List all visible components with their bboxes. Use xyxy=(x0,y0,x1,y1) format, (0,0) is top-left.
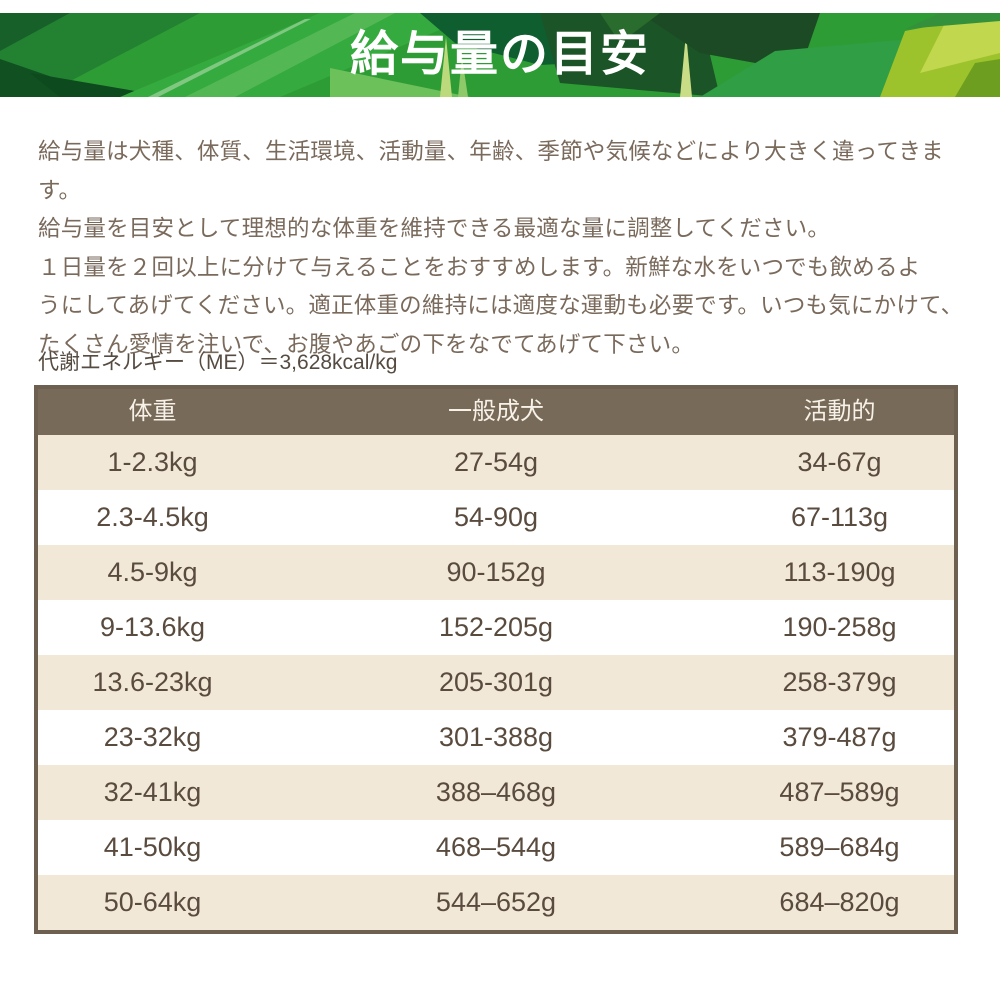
weight-cell: 23-32kg xyxy=(103,722,202,752)
column-header-adult-dog: 一般成犬 xyxy=(448,398,544,425)
active-amount-cell: 190-258g xyxy=(782,612,897,642)
column-header-weight: 体重 xyxy=(128,398,177,425)
adult-amount-cell: 90-152g xyxy=(446,557,546,587)
table-row: 41-50kg 468–544g 589–684g xyxy=(38,820,954,875)
weight-cell: 2.3-4.5kg xyxy=(96,502,209,532)
adult-amount-cell: 205-301g xyxy=(438,667,554,697)
adult-amount-cell: 301-388g xyxy=(438,722,554,752)
intro-line: 給与量は犬種、体質、生活環境、活動量、年齢、季節や気候などにより大きく違ってきま… xyxy=(38,139,944,203)
adult-amount-cell: 388–468g xyxy=(435,777,557,807)
leaf-collage-background-image xyxy=(0,13,1000,97)
header-banner: 給与量の目安 xyxy=(0,13,1000,97)
table-row: 4.5-9kg 90-152g 113-190g xyxy=(38,545,954,600)
weight-cell: 1-2.3kg xyxy=(107,447,198,477)
table-row: 2.3-4.5kg 54-90g 67-113g xyxy=(38,490,954,545)
intro-line: たくさん愛情を注いで、お腹やあごの下をなでてあげて下さい。 xyxy=(38,331,695,357)
feeding-amount-table: 体重 一般成犬 活動的 1-2.3kg 27-54g 34-67g 2.3-4.… xyxy=(34,385,958,934)
adult-amount-cell: 54-90g xyxy=(453,502,539,532)
weight-cell: 50-64kg xyxy=(103,887,202,917)
weight-cell: 13.6-23kg xyxy=(92,667,213,697)
weight-cell: 9-13.6kg xyxy=(99,612,206,642)
active-amount-cell: 258-379g xyxy=(782,667,897,697)
table-row: 50-64kg 544–652g 684–820g xyxy=(38,875,954,930)
intro-line: 給与量を目安として理想的な体重を維持できる最適な量に調整してください。 xyxy=(38,216,831,241)
table-row: 23-32kg 301-388g 379-487g xyxy=(38,710,954,765)
adult-amount-cell: 27-54g xyxy=(453,447,539,477)
table-row: 13.6-23kg 205-301g 258-379g xyxy=(38,655,954,710)
active-amount-cell: 67-113g xyxy=(790,502,889,532)
table-row: 1-2.3kg 27-54g 34-67g xyxy=(38,435,954,490)
active-amount-cell: 487–589g xyxy=(779,777,900,807)
weight-cell: 4.5-9kg xyxy=(107,557,198,587)
metabolizable-energy-note: 代謝エネルギー（ME）＝3,628kcal/kg xyxy=(38,351,398,374)
adult-amount-cell: 152-205g xyxy=(438,612,554,642)
intro-line: うにしてあげてください。適正体重の維持には適度な運動も必要です。いつも気にかけて… xyxy=(38,293,964,318)
active-amount-cell: 589–684g xyxy=(779,832,900,862)
adult-amount-cell: 468–544g xyxy=(435,832,557,862)
active-amount-cell: 34-67g xyxy=(797,447,882,477)
active-amount-cell: 684–820g xyxy=(779,887,900,917)
weight-cell: 32-41kg xyxy=(103,777,202,807)
active-amount-cell: 379-487g xyxy=(782,722,897,752)
table-row: 9-13.6kg 152-205g 190-258g xyxy=(38,600,954,655)
adult-amount-cell: 544–652g xyxy=(435,887,557,917)
page-title: 給与量の目安 xyxy=(349,28,651,81)
intro-line: １日量を２回以上に分けて与えることをおすすめします。新鮮な水をいつでも飲めるよ xyxy=(38,254,921,280)
intro-paragraph: 給与量は犬種、体質、生活環境、活動量、年齢、季節や気候などにより大きく違ってきま… xyxy=(38,133,968,364)
table-row: 32-41kg 388–468g 487–589g xyxy=(38,765,954,820)
weight-cell: 41-50kg xyxy=(103,832,202,862)
table-header-row: 体重 一般成犬 活動的 xyxy=(38,389,954,435)
column-header-active-dog: 活動的 xyxy=(803,398,876,425)
active-amount-cell: 113-190g xyxy=(783,557,896,587)
